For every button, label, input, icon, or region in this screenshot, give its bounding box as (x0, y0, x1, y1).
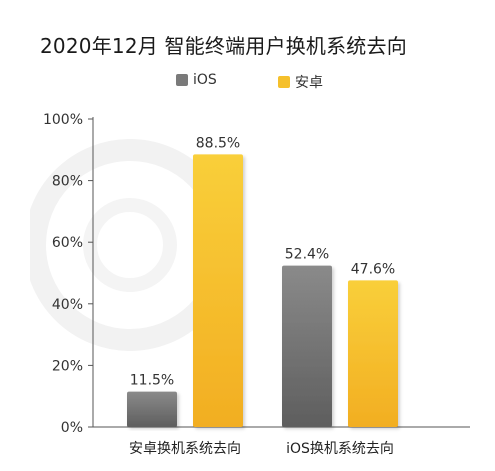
legend-swatch-android (278, 76, 290, 88)
legend: iOS 安卓 (0, 72, 495, 92)
y-tick-label: 40% (52, 297, 83, 313)
legend-swatch-ios (176, 74, 188, 86)
bar-ios-1 (282, 265, 332, 427)
legend-label-ios: iOS (193, 72, 217, 88)
legend-label-android: 安卓 (295, 75, 323, 91)
y-tick-label: 0% (61, 420, 83, 436)
legend-item-android: 安卓 (278, 72, 323, 92)
y-tick-label: 20% (52, 358, 83, 374)
bar-ios-0 (127, 391, 177, 427)
data-label-ios-1: 52.4% (285, 247, 329, 263)
y-tick-label: 80% (52, 174, 83, 190)
y-tick-label: 60% (52, 235, 83, 251)
x-category-label-0: 安卓换机系统去向 (129, 440, 241, 457)
data-label-android-0: 88.5% (196, 135, 240, 151)
x-category-label-1: iOS换机系统去向 (286, 440, 394, 457)
legend-item-ios: iOS (176, 72, 217, 88)
data-label-ios-0: 11.5% (130, 373, 174, 389)
y-tick-label: 100% (43, 112, 83, 128)
chart-title: 2020年12月 智能终端用户换机系统去向 (40, 34, 407, 58)
bar-android-1 (348, 280, 398, 427)
data-label-android-1: 47.6% (351, 261, 395, 277)
bar-android-0 (193, 154, 243, 428)
